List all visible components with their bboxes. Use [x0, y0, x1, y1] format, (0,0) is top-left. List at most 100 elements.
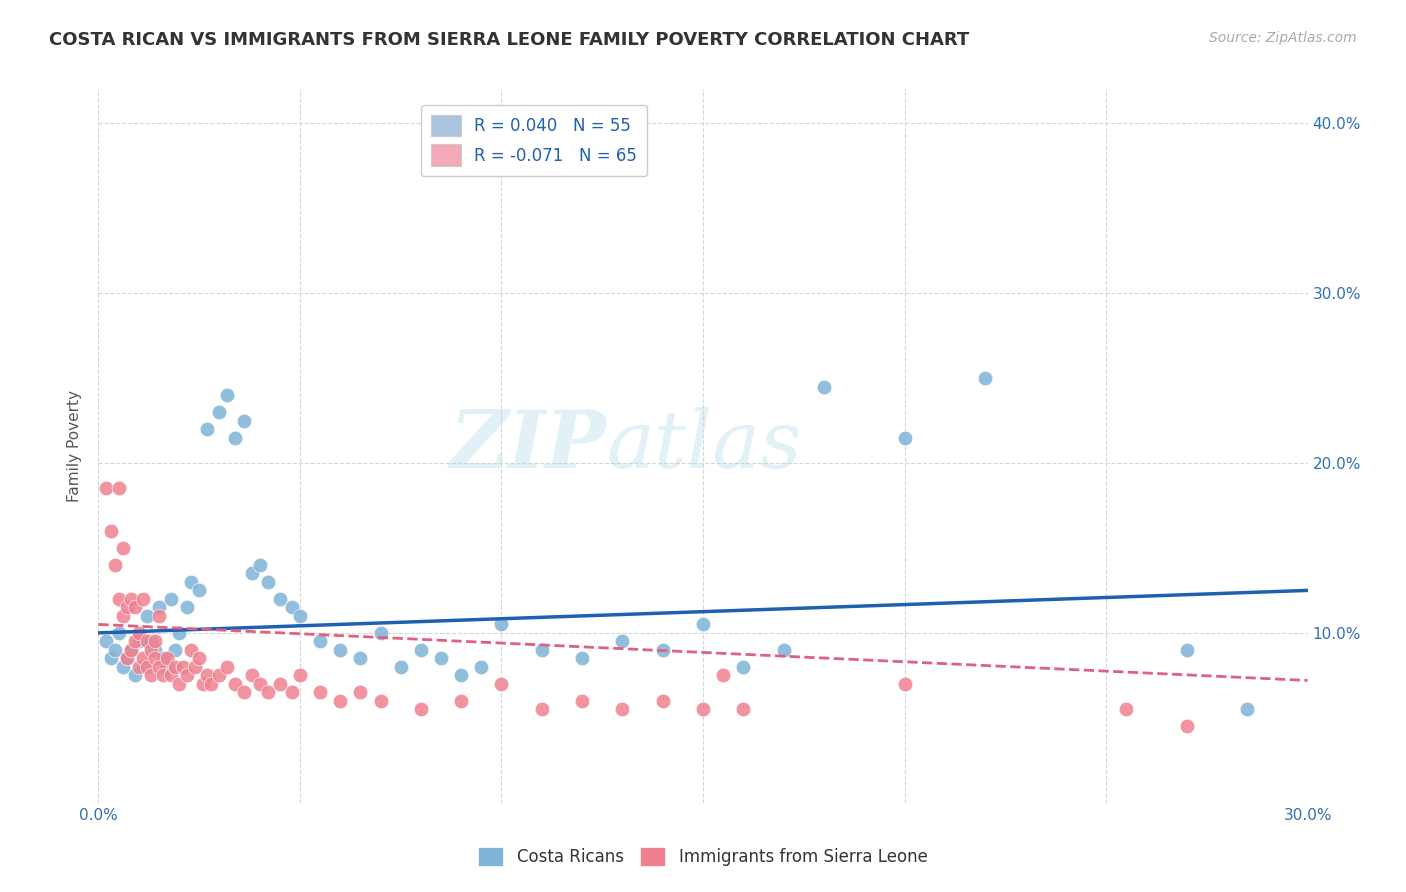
Point	[128, 660, 150, 674]
Point	[430, 651, 453, 665]
Point	[409, 643, 432, 657]
Point	[128, 626, 150, 640]
Point	[288, 668, 311, 682]
Point	[733, 660, 755, 674]
Point	[188, 651, 211, 665]
Point	[103, 643, 125, 657]
Point	[111, 541, 134, 555]
Point	[450, 694, 472, 708]
Point	[120, 643, 142, 657]
Point	[176, 600, 198, 615]
Point	[217, 660, 239, 674]
Point	[349, 685, 371, 699]
Point	[195, 422, 218, 436]
Legend: R = 0.040   N = 55, R = -0.071   N = 65: R = 0.040 N = 55, R = -0.071 N = 65	[420, 104, 647, 176]
Point	[156, 651, 179, 665]
Point	[180, 643, 202, 657]
Point	[470, 660, 492, 674]
Point	[651, 694, 673, 708]
Point	[571, 651, 593, 665]
Point	[309, 685, 332, 699]
Point	[217, 388, 239, 402]
Point	[135, 608, 157, 623]
Point	[1236, 702, 1258, 716]
Point	[180, 574, 202, 589]
Point	[152, 668, 174, 682]
Point	[103, 558, 125, 572]
Point	[124, 668, 146, 682]
Point	[135, 660, 157, 674]
Point	[491, 617, 513, 632]
Point	[1175, 643, 1198, 657]
Point	[256, 685, 278, 699]
Point	[240, 566, 263, 581]
Text: Source: ZipAtlas.com: Source: ZipAtlas.com	[1209, 31, 1357, 45]
Point	[111, 660, 134, 674]
Point	[200, 677, 222, 691]
Point	[571, 694, 593, 708]
Point	[139, 634, 162, 648]
Point	[389, 660, 412, 674]
Point	[893, 430, 915, 444]
Point	[128, 634, 150, 648]
Text: COSTA RICAN VS IMMIGRANTS FROM SIERRA LEONE FAMILY POVERTY CORRELATION CHART: COSTA RICAN VS IMMIGRANTS FROM SIERRA LE…	[49, 31, 970, 49]
Point	[167, 677, 190, 691]
Point	[124, 634, 146, 648]
Point	[711, 668, 734, 682]
Point	[132, 591, 155, 606]
Point	[329, 694, 352, 708]
Point	[309, 634, 332, 648]
Point	[139, 643, 162, 657]
Point	[256, 574, 278, 589]
Point	[329, 643, 352, 657]
Point	[733, 702, 755, 716]
Point	[240, 668, 263, 682]
Point	[188, 583, 211, 598]
Point	[132, 660, 155, 674]
Point	[160, 668, 183, 682]
Point	[139, 668, 162, 682]
Point	[163, 660, 186, 674]
Point	[249, 558, 271, 572]
Point	[111, 608, 134, 623]
Point	[115, 651, 138, 665]
Point	[530, 702, 553, 716]
Point	[530, 643, 553, 657]
Point	[208, 668, 231, 682]
Point	[107, 591, 129, 606]
Point	[772, 643, 794, 657]
Point	[100, 651, 122, 665]
Text: atlas: atlas	[606, 408, 801, 484]
Point	[409, 702, 432, 716]
Point	[115, 651, 138, 665]
Point	[143, 651, 166, 665]
Y-axis label: Family Poverty: Family Poverty	[67, 390, 83, 502]
Point	[132, 651, 155, 665]
Point	[143, 643, 166, 657]
Point	[96, 482, 118, 496]
Point	[120, 591, 142, 606]
Point	[163, 643, 186, 657]
Point	[115, 600, 138, 615]
Point	[100, 524, 122, 538]
Point	[176, 668, 198, 682]
Point	[224, 677, 246, 691]
Point	[152, 651, 174, 665]
Point	[143, 634, 166, 648]
Point	[232, 413, 254, 427]
Point	[281, 685, 304, 699]
Point	[184, 660, 207, 674]
Point	[160, 591, 183, 606]
Point	[692, 617, 714, 632]
Point	[612, 634, 634, 648]
Point	[135, 634, 157, 648]
Legend: Costa Ricans, Immigrants from Sierra Leone: Costa Ricans, Immigrants from Sierra Leo…	[472, 840, 934, 873]
Point	[692, 702, 714, 716]
Point	[612, 702, 634, 716]
Point	[288, 608, 311, 623]
Point	[193, 677, 215, 691]
Point	[148, 608, 170, 623]
Point	[156, 660, 179, 674]
Point	[208, 405, 231, 419]
Point	[249, 677, 271, 691]
